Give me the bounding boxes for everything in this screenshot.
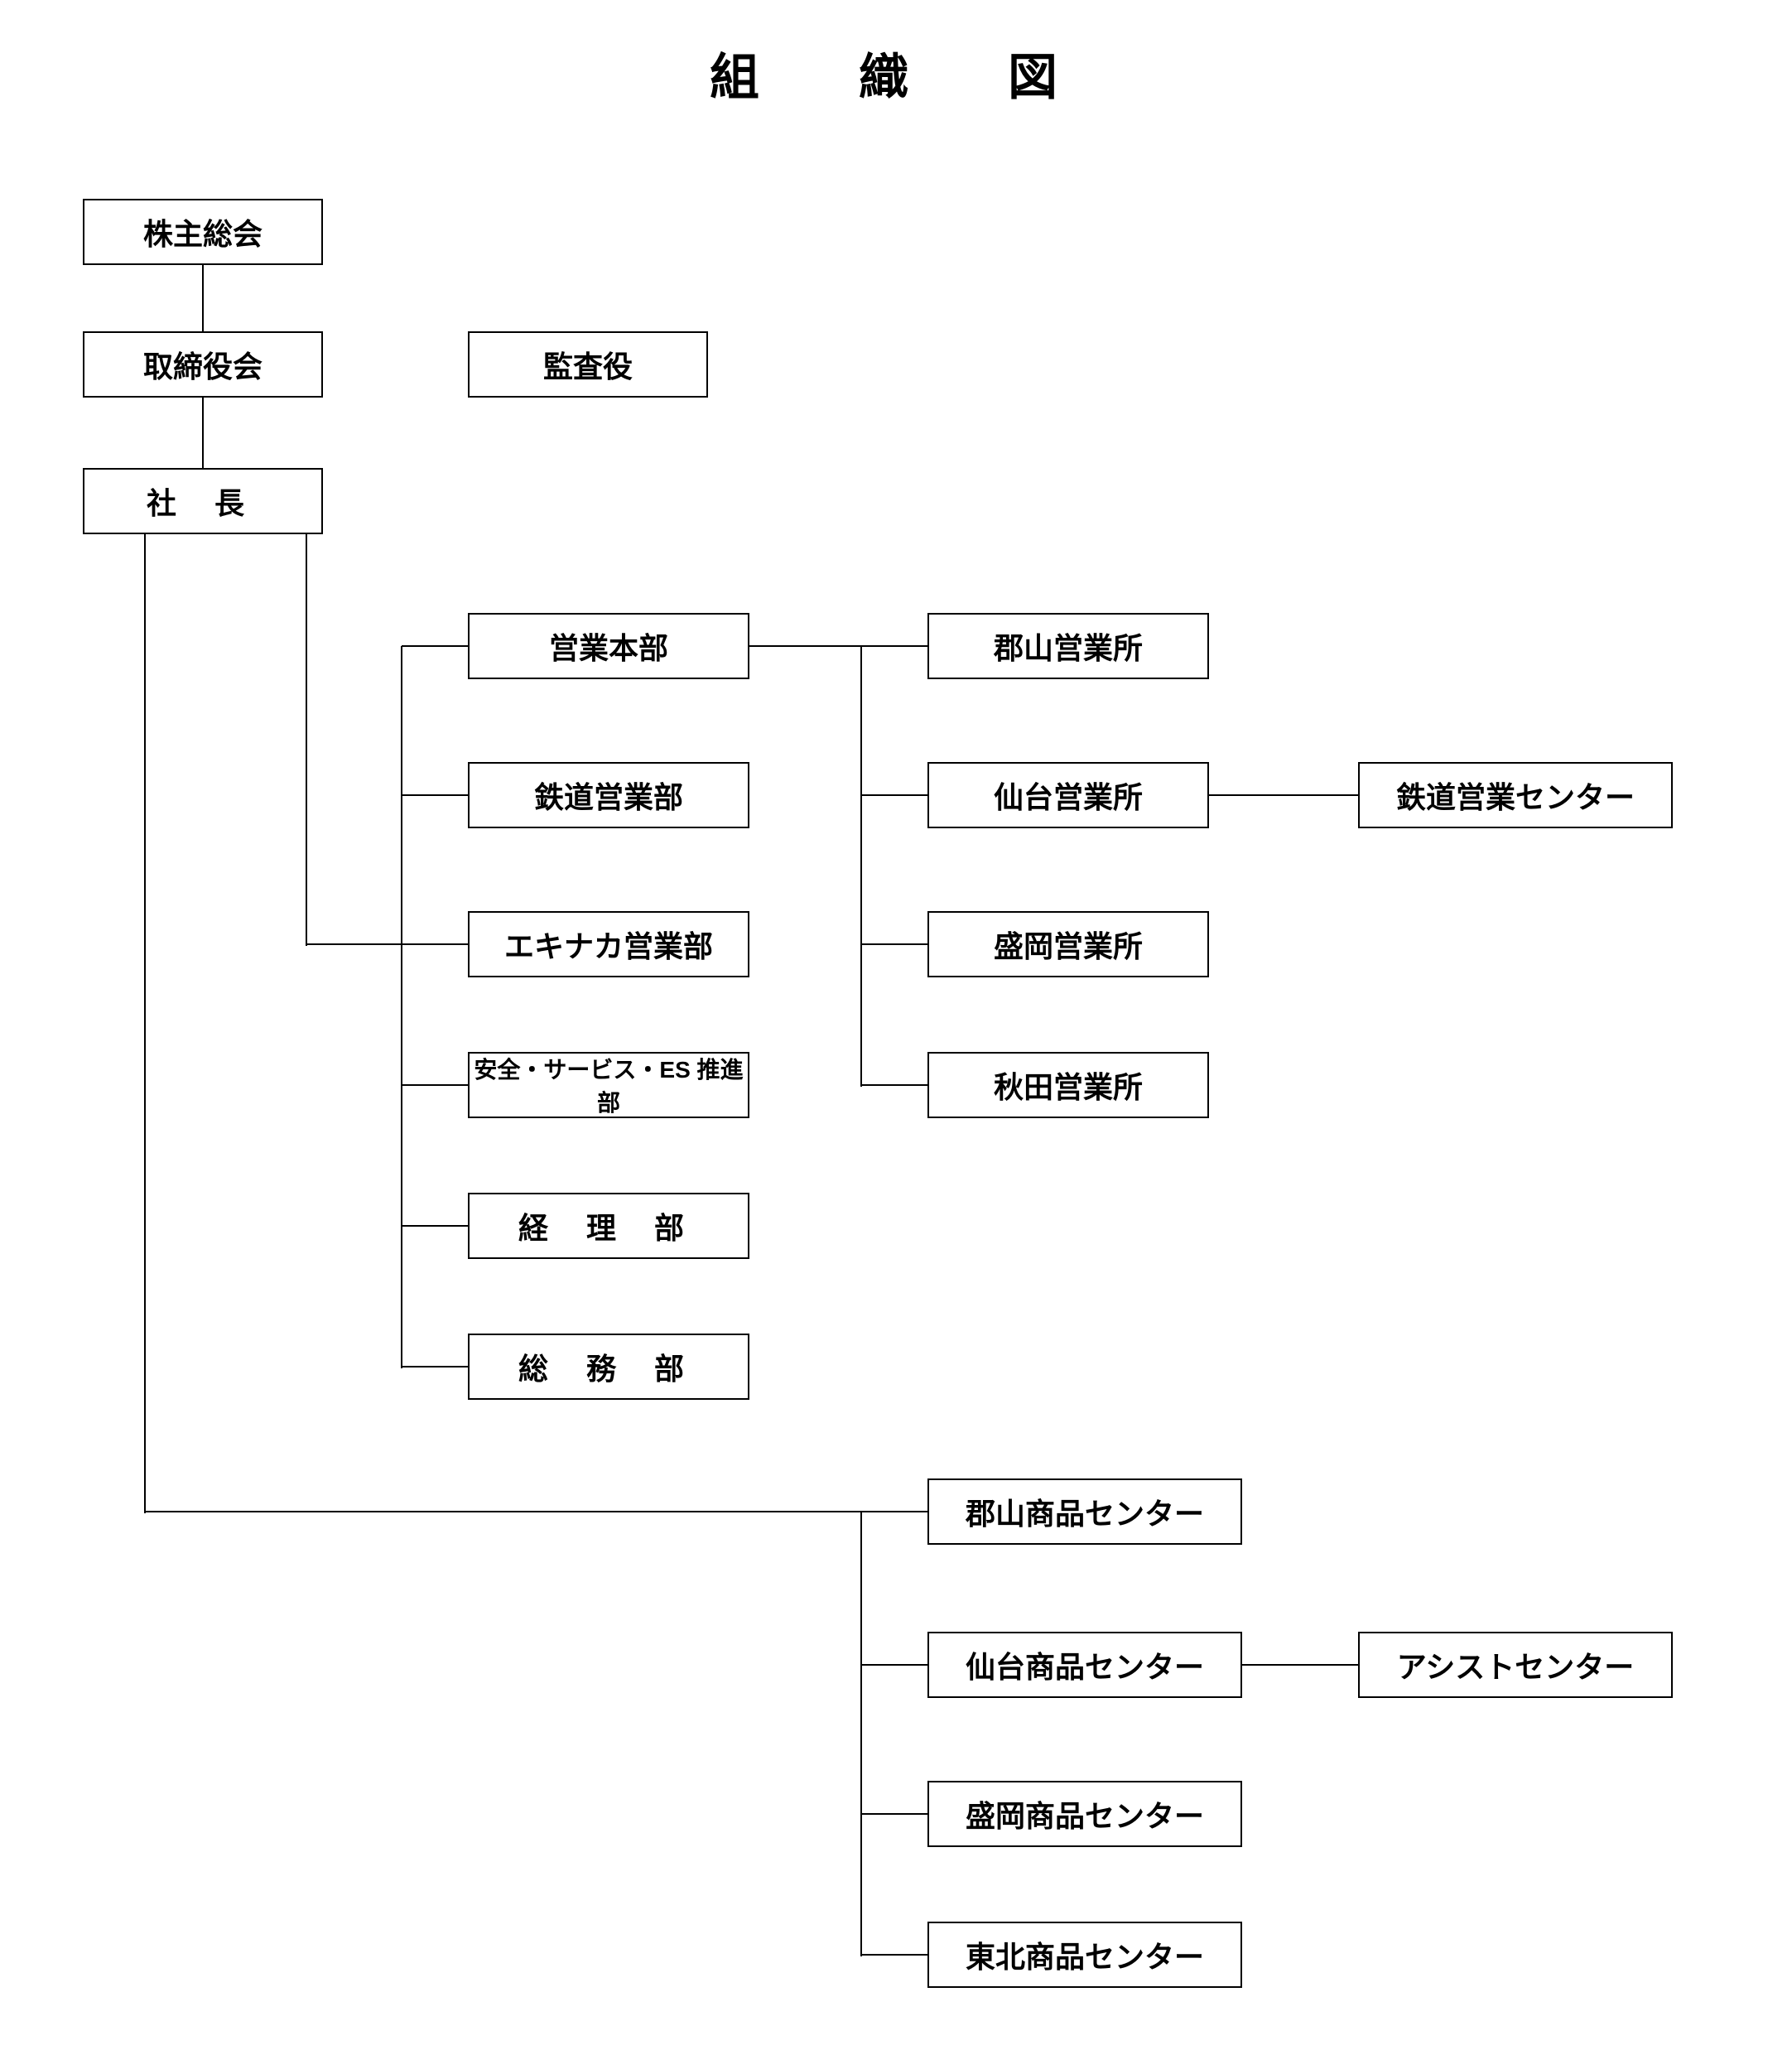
node-sales-hq: 営業本部 <box>468 613 749 679</box>
connector-line <box>402 1225 470 1227</box>
node-safety-es: 安全・サービス・ES 推進部 <box>468 1052 749 1118</box>
node-accounting: 経 理 部 <box>468 1193 749 1259</box>
node-morioka-office: 盛岡営業所 <box>927 911 1209 977</box>
connector-line <box>306 943 470 945</box>
connector-line <box>861 1084 929 1086</box>
connector-line <box>861 1664 929 1666</box>
node-tohoku-prod: 東北商品センター <box>927 1922 1242 1988</box>
node-board: 取締役会 <box>83 331 323 398</box>
node-sendai-prod: 仙台商品センター <box>927 1632 1242 1698</box>
connector-line <box>402 794 470 796</box>
node-rail-center: 鉄道営業センター <box>1358 762 1673 828</box>
node-koriyama-prod: 郡山商品センター <box>927 1478 1242 1545</box>
connector-line <box>202 398 204 470</box>
chart-title: 組 織 図 <box>0 37 1792 109</box>
connector-line <box>202 265 204 333</box>
connector-line <box>1209 794 1360 796</box>
connector-line <box>402 1366 470 1367</box>
connector-line <box>402 645 470 647</box>
connector-line <box>306 534 307 946</box>
connector-line <box>861 1954 929 1956</box>
connector-line <box>861 794 929 796</box>
node-koriyama-office: 郡山営業所 <box>927 613 1209 679</box>
node-ekinaka: エキナカ営業部 <box>468 911 749 977</box>
connector-line <box>861 943 929 945</box>
node-morioka-prod: 盛岡商品センター <box>927 1781 1242 1847</box>
connector-line <box>1242 1664 1360 1666</box>
node-general: 総 務 部 <box>468 1334 749 1400</box>
connector-line <box>144 534 146 1513</box>
connector-line <box>402 1084 470 1086</box>
connector-line <box>749 645 929 647</box>
connector-line <box>860 646 862 1087</box>
connector-line <box>861 1813 929 1815</box>
node-assist-center: アシストセンター <box>1358 1632 1673 1698</box>
node-akita-office: 秋田営業所 <box>927 1052 1209 1118</box>
node-rail-sales: 鉄道営業部 <box>468 762 749 828</box>
connector-line <box>860 1512 862 1956</box>
node-shareholders: 株主総会 <box>83 199 323 265</box>
node-president: 社 長 <box>83 468 323 534</box>
node-auditor: 監査役 <box>468 331 708 398</box>
node-sendai-office: 仙台営業所 <box>927 762 1209 828</box>
connector-line <box>145 1511 929 1512</box>
connector-line <box>401 646 402 1368</box>
